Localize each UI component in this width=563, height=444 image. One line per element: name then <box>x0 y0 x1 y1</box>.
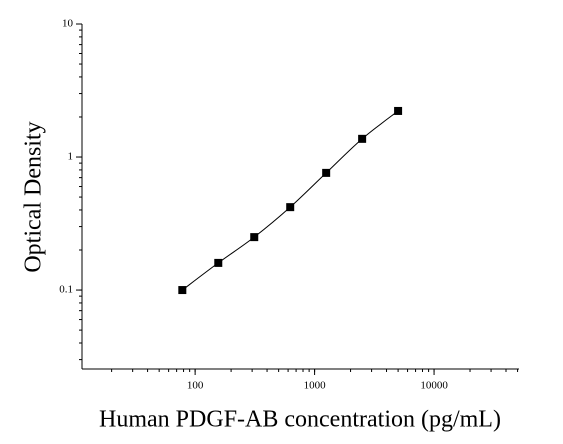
x-axis-title: Human PDGF-AB concentration (pg/mL) <box>99 407 501 433</box>
data-point <box>286 203 295 212</box>
x-tick-label: 100 <box>187 380 204 392</box>
data-point <box>358 134 367 143</box>
x-tick-label: 10000 <box>420 380 448 392</box>
data-point <box>214 258 223 267</box>
y-tick-label: 0.1 <box>59 284 73 296</box>
y-tick-label: 1 <box>68 151 74 163</box>
y-axis-title: Optical Density <box>21 121 47 272</box>
y-tick-label: 10 <box>62 18 74 30</box>
data-point <box>250 233 259 242</box>
data-point <box>322 168 331 177</box>
data-point <box>394 106 403 115</box>
data-point <box>178 286 187 295</box>
x-tick-label: 1000 <box>304 380 327 392</box>
